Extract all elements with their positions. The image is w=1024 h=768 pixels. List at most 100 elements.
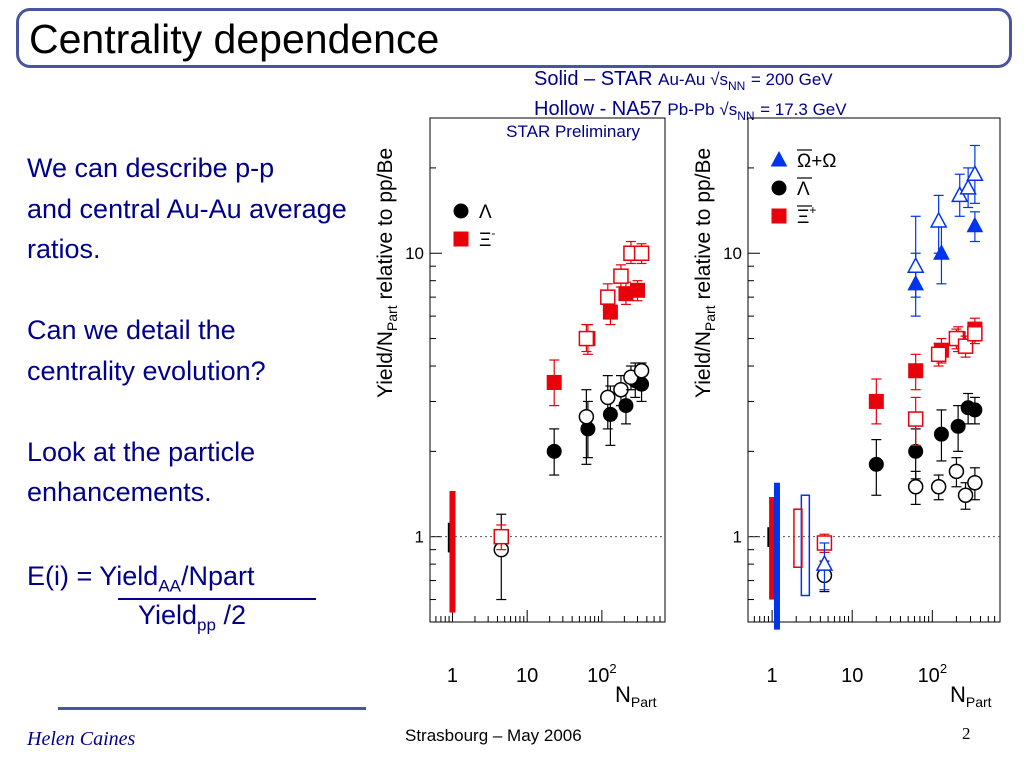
data-point <box>950 418 966 434</box>
x-axis-label: NPart <box>615 682 657 710</box>
data-point <box>613 268 629 284</box>
chart-annotation: STAR Preliminary <box>506 122 640 141</box>
legend-hollow-energy: = 17.3 GeV <box>760 100 847 119</box>
data-point <box>613 381 629 398</box>
title-box: Centrality dependence <box>16 8 1012 68</box>
data-point <box>966 216 984 233</box>
bullet-line: enhancements. <box>27 477 212 507</box>
legend-solid-energy: = 200 GeV <box>750 70 833 89</box>
series-6 <box>815 144 984 591</box>
data-point <box>633 362 650 379</box>
data-point <box>930 346 947 363</box>
data-point <box>930 479 947 495</box>
data-point <box>966 164 984 181</box>
y-tick-label: 1 <box>415 528 424 547</box>
systematic-bar <box>769 497 776 600</box>
y-tick-label: 10 <box>405 244 424 263</box>
data-point <box>908 443 924 459</box>
data-point <box>600 289 616 305</box>
footer-venue: Strasbourg – May 2006 <box>405 726 582 745</box>
data-point <box>602 406 618 422</box>
data-point <box>815 554 834 571</box>
data-point <box>929 211 948 228</box>
formula-den-main: Yield <box>138 600 198 630</box>
x-tick-label: 1 <box>447 665 458 687</box>
formula-numerator: E(i) = YieldAA/Npart <box>27 560 255 602</box>
data-point <box>959 178 977 195</box>
data-point <box>906 256 925 273</box>
formula-lhs: E(i) = <box>27 561 100 591</box>
data-point <box>546 374 562 390</box>
legend-solid-lead: Solid – STAR <box>534 68 653 90</box>
y-axis-label: Yield/NPart relative to pp/Be <box>374 148 400 398</box>
data-point <box>908 363 924 379</box>
data-point <box>602 304 618 320</box>
data-point <box>967 402 983 418</box>
data-point <box>957 338 974 354</box>
x-axis-label: NPart <box>950 682 992 710</box>
data-point <box>578 408 595 425</box>
series-1 <box>868 392 983 496</box>
data-point <box>630 282 646 298</box>
legend-label: Ξ+ <box>797 203 816 228</box>
data-point <box>907 479 924 495</box>
legend-hollow-sub: NN <box>737 109 755 123</box>
bullet-line: Can we detail the <box>27 315 236 345</box>
legend-marker <box>770 150 788 167</box>
bullet-text: We can describe p-p and central Au-Au av… <box>27 148 347 513</box>
formula-num-main: Yield <box>99 561 159 591</box>
series-5 <box>816 324 983 554</box>
fraction-line <box>118 598 316 600</box>
legend-hollow-system: Pb-Pb √s <box>667 100 738 119</box>
data-point <box>493 528 510 545</box>
formula-num-tail: /Npart <box>181 561 255 591</box>
data-point <box>967 474 983 491</box>
data-point <box>933 244 950 260</box>
systematic-bar <box>449 490 456 613</box>
legend-label: Λ <box>797 179 810 200</box>
bullet-line: centrality evolution? <box>27 355 266 386</box>
formula-den-sub: pp <box>197 615 216 635</box>
y-axis-label: Yield/NPart relative to pp/Be <box>692 148 718 398</box>
footer-author: Helen Caines <box>27 728 136 750</box>
plot-frame <box>747 117 1001 623</box>
x-tick-label: 102 <box>587 661 616 687</box>
legend-hollow-line: Hollow - NA57 Pb-Pb √sNN = 17.3 GeV <box>534 98 847 127</box>
page-number: 2 <box>962 724 971 743</box>
series-3 <box>907 211 984 317</box>
data-point <box>868 393 884 409</box>
legend-solid-sub: NN <box>727 79 746 93</box>
legend-label: Ξ- <box>479 226 495 251</box>
x-tick-label: 10 <box>516 665 538 687</box>
legend-marker <box>453 231 469 247</box>
footer-rule <box>58 707 366 710</box>
data-point <box>633 245 650 261</box>
legend-label: Λ <box>479 202 492 223</box>
legend-marker <box>771 208 787 224</box>
series-2 <box>546 280 646 407</box>
data-point <box>967 325 983 342</box>
x-tick-label: 102 <box>918 661 947 687</box>
formula-num-sub: AA <box>158 576 182 596</box>
slide-title: Centrality dependence <box>29 16 440 62</box>
legend-solid-system: Au-Au √s <box>658 70 728 89</box>
data-point <box>933 426 949 442</box>
legend-label: Ω+Ω <box>797 151 837 172</box>
bullet-line: Look at the particle <box>27 436 256 467</box>
data-point <box>578 330 595 347</box>
data-point <box>907 411 924 427</box>
y-tick-label: 1 <box>733 528 742 547</box>
bullet-line: We can describe p-p <box>27 153 275 183</box>
plot-frame <box>429 117 666 623</box>
data-point <box>546 443 562 459</box>
data-point <box>948 463 965 480</box>
legend-hollow-lead: Hollow - NA57 <box>534 98 662 120</box>
bullet-line: ratios. <box>27 234 101 264</box>
series-4 <box>816 457 983 593</box>
series-4 <box>493 240 650 551</box>
legend-marker <box>771 180 787 196</box>
systematic-bar <box>793 508 803 569</box>
